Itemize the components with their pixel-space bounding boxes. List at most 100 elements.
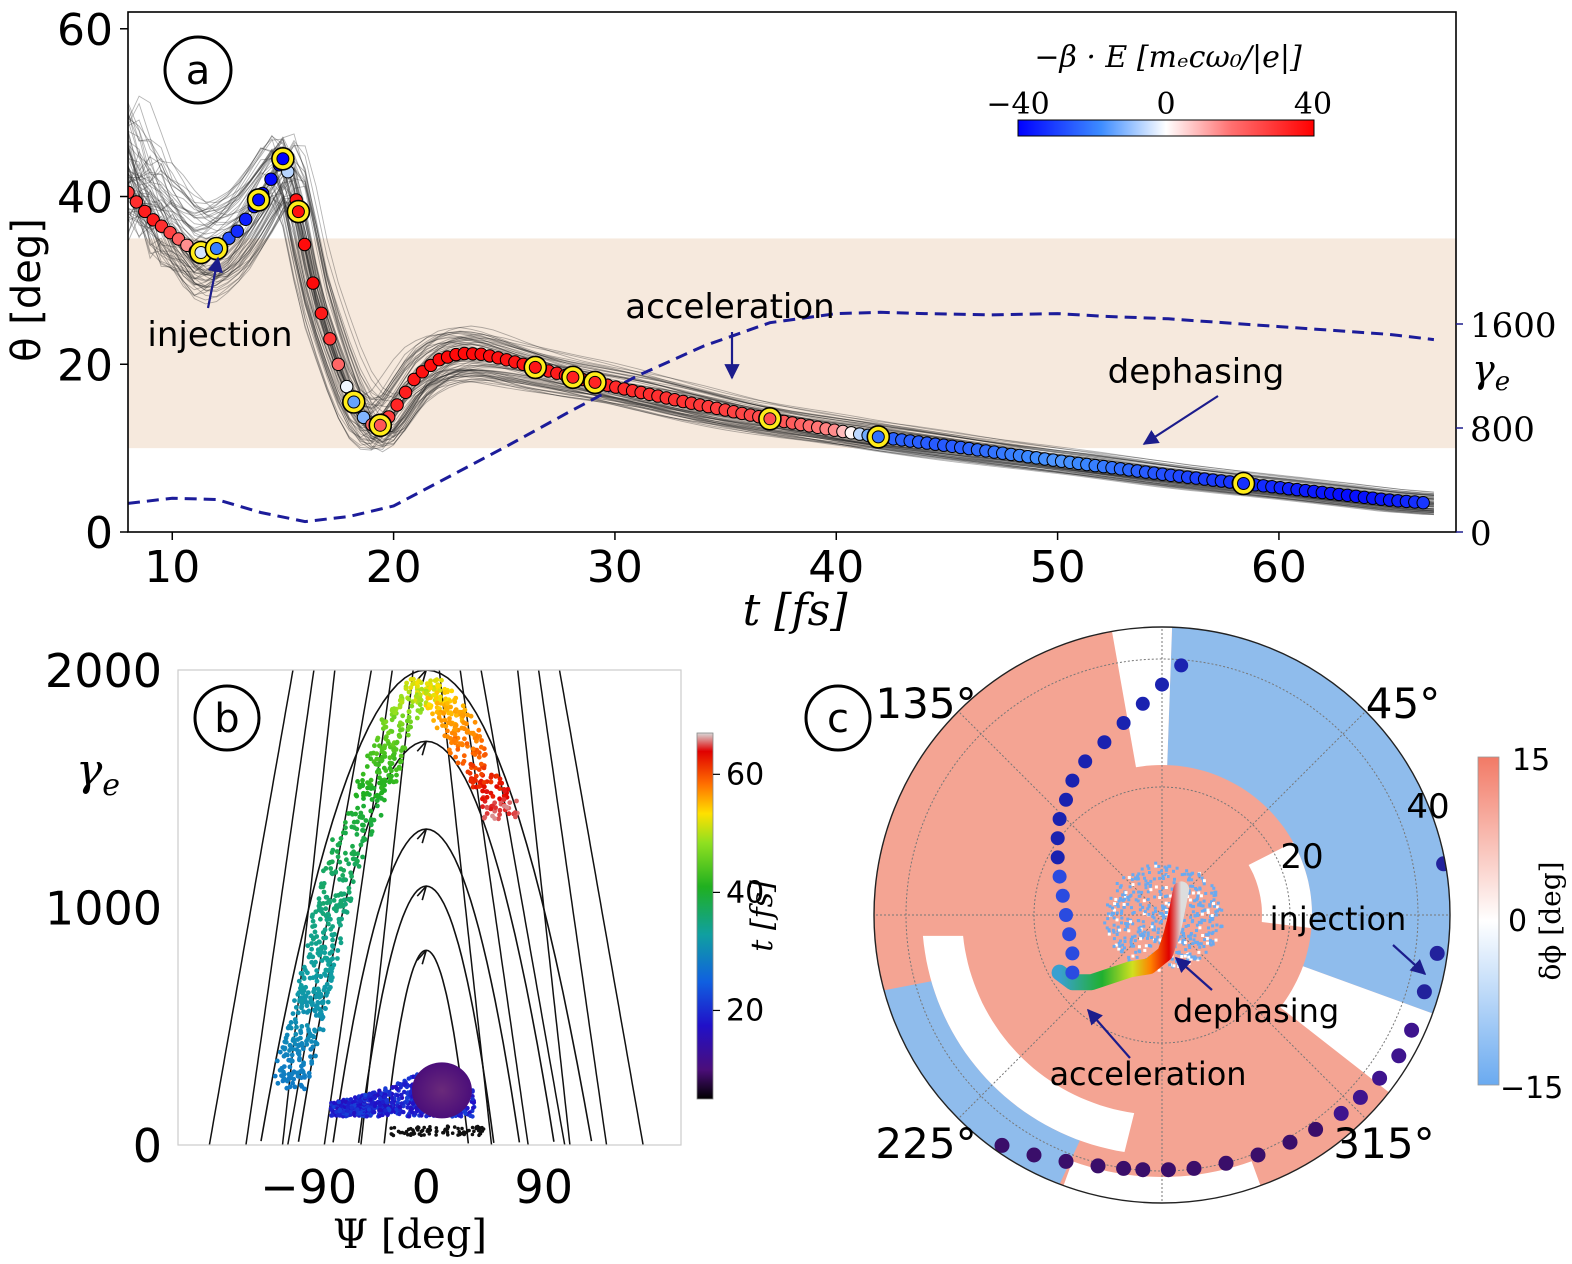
particle-low [424,1114,429,1119]
particle-low [410,1110,415,1115]
speckle [1146,933,1150,937]
particle [288,1044,294,1050]
particle-low [337,1107,343,1113]
particle [287,1064,293,1070]
particle-low [396,1096,402,1102]
particle [299,1004,304,1009]
theta-dot [264,172,278,186]
particle [335,956,340,961]
particle [389,768,394,774]
particle [452,731,458,737]
particle [324,992,329,998]
gamma-tick-label: 1600 [1470,306,1557,346]
particle [326,860,332,866]
particle-low [378,1107,383,1113]
particle [431,692,437,698]
particle [349,874,354,879]
particle [281,1075,287,1081]
stream-line [480,670,566,1145]
speckle [1169,894,1173,898]
white-sector [1248,842,1312,929]
panel-label-circle-b [193,684,261,752]
speckle [1213,890,1217,894]
trajectory-dot [1416,984,1432,1000]
particle-low [399,1092,404,1098]
particle [325,911,331,917]
particle [368,751,374,756]
particle [389,773,394,779]
speckle [1131,935,1134,939]
particle [386,730,391,736]
particle-low [349,1105,354,1110]
speckle [1211,924,1215,928]
particle [328,916,333,922]
speckle [1142,899,1146,903]
speckle [1129,920,1132,924]
speckle [1131,954,1135,958]
particle-black [408,1126,413,1131]
particle [499,780,505,786]
particle-black [427,1132,432,1136]
speckle [1196,942,1200,946]
particle [318,908,324,914]
particle [432,678,438,683]
particle-low [377,1102,383,1107]
particle [316,903,322,909]
speckle [1212,886,1216,890]
white-sector [1109,627,1173,768]
speckle [1147,913,1151,916]
particle-low [366,1107,372,1112]
blue-dot [1055,888,1070,903]
speckle [1189,932,1193,935]
speckle [1120,909,1124,913]
speckle [1153,940,1157,944]
white-sector [1280,966,1444,1100]
particle [374,798,380,803]
particle [406,709,412,714]
speckle [1195,912,1199,916]
highlight-dot [252,193,266,207]
particle-low [377,1113,382,1119]
particle [346,861,352,867]
speckle [1152,925,1156,929]
particle [476,784,482,789]
particle [453,722,459,728]
blue-dot [1052,869,1067,884]
particle [462,707,468,713]
particle [316,896,322,902]
speckle [1207,926,1210,930]
particle-low [346,1101,351,1106]
particle [307,975,313,981]
speckle [1166,875,1170,878]
particle [470,746,476,752]
blue-dot [1062,927,1077,942]
trajectory-line [128,185,1434,512]
trajectory-dot [994,1137,1010,1153]
y-ticks-b: 0 1000 2000 [45,644,162,1173]
particle [315,1005,321,1011]
speckle [1151,914,1155,918]
trajectory-dot [1058,1153,1074,1169]
particle [399,748,404,753]
particle [321,901,326,906]
speckle [1187,891,1191,895]
particle [356,864,362,869]
particle [368,808,374,814]
particle-low [348,1097,354,1102]
speckle [1120,916,1124,920]
speckle [1146,890,1150,894]
speckle [1191,942,1195,946]
particle [377,743,382,749]
theta-dot [331,357,345,371]
theta-dot [1416,496,1430,510]
particle-black [443,1127,448,1132]
particle-black [474,1125,479,1129]
particle [497,807,503,813]
speckle [1161,907,1165,911]
particle [408,719,413,725]
speckle [1133,877,1137,881]
speckle [1160,920,1163,923]
particle [348,898,353,904]
particle [330,932,336,938]
particle [462,736,467,742]
